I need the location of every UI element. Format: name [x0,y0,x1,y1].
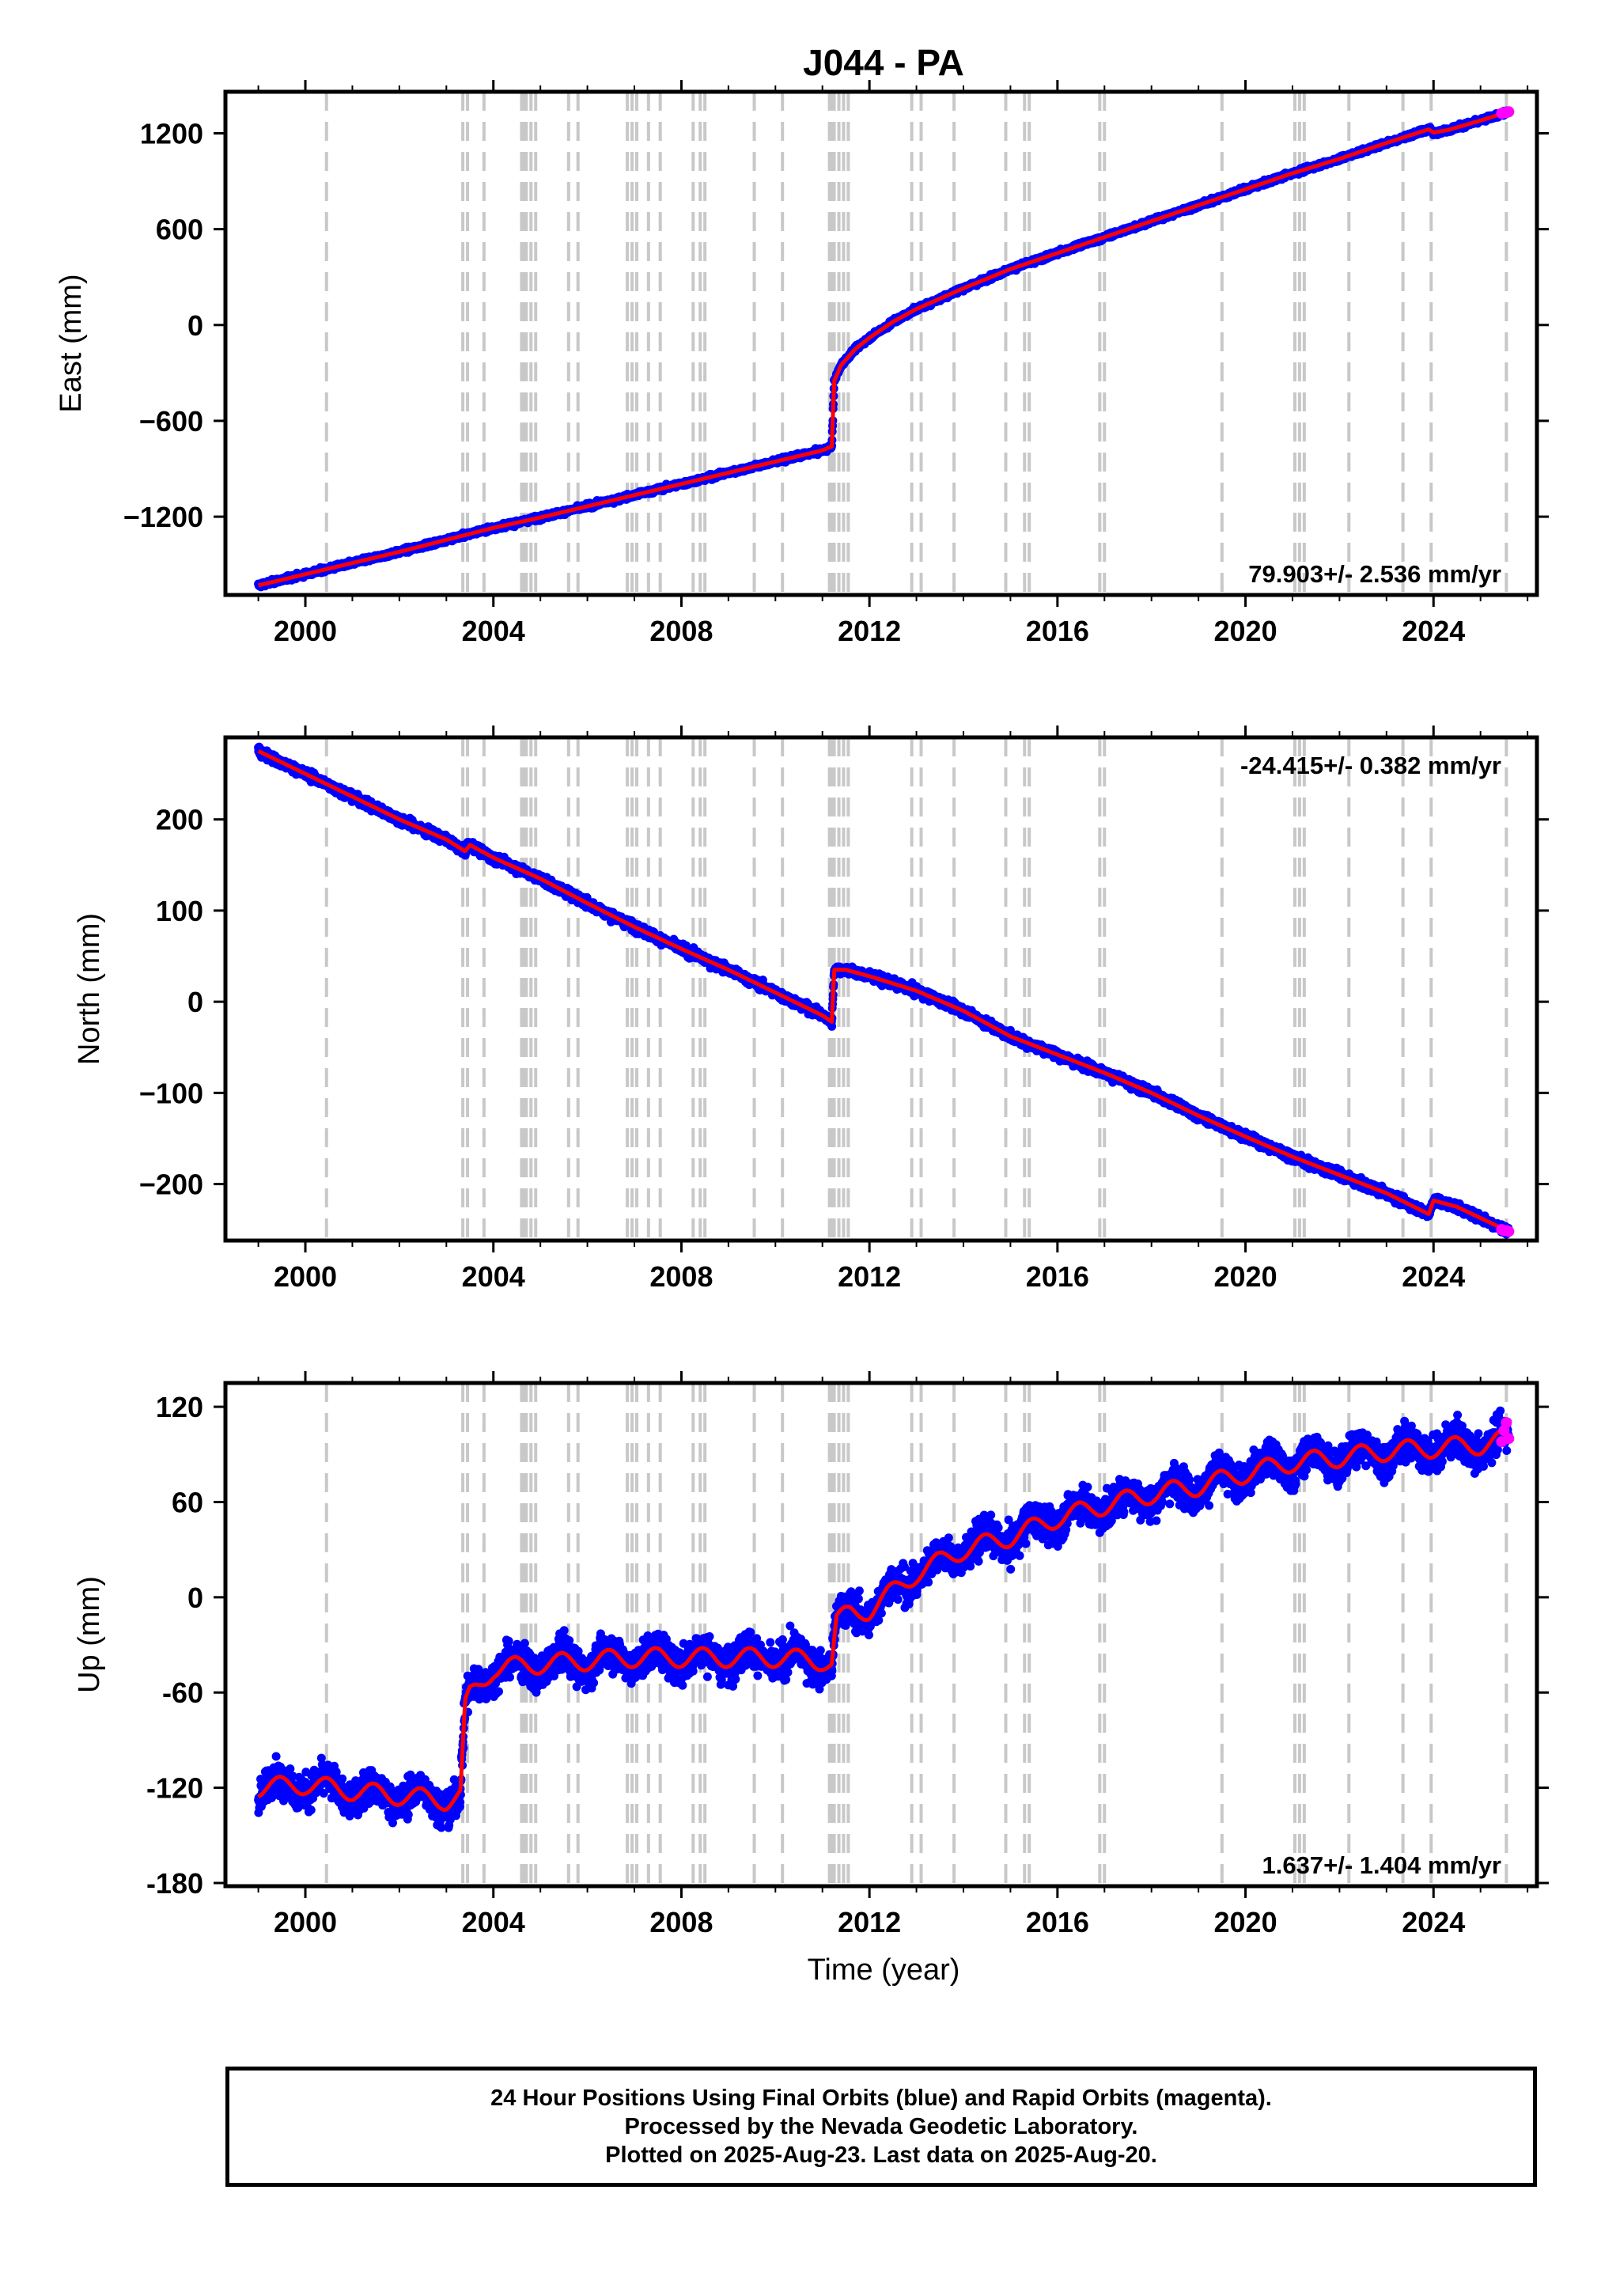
x-tick-label-2016: 2016 [1026,615,1089,647]
plot-frame [223,89,1539,597]
y-tick-label-5: -180 [146,1867,203,1900]
rapid-orbit-point-4 [1503,1433,1515,1445]
x-tick-label-2004: 2004 [462,1906,525,1938]
x-tick-label-2000: 2000 [274,1906,337,1938]
y-tick-label-4: -120 [146,1772,203,1805]
x-tick-label-2024: 2024 [1402,1260,1465,1293]
x-tick-label-2016: 2016 [1026,1260,1089,1293]
panel-up: 2000 2004 2008 2012 2016 2020 2024 120 60 0 -60 -12… [73,1371,1549,1938]
x-tick-label-2020: 2020 [1214,615,1277,647]
y-tick-label-3: −600 [139,405,203,438]
y-axis-label: Up (mm) [73,1576,106,1693]
plot-frame [223,735,1539,1243]
x-tick-label-2000: 2000 [274,615,337,647]
x-tick-label-2012: 2012 [838,1260,901,1293]
panel-east: 2000 2004 2008 2012 2016 2020 2024 1200 600 0 −600… [55,80,1549,647]
x-tick-label-2020: 2020 [1214,1260,1277,1293]
rapid-orbit-point-3 [1501,1417,1512,1429]
x-tick-label-2004: 2004 [462,615,525,647]
x-tick-label-2012: 2012 [838,615,901,647]
y-axis-label: North (mm) [73,913,106,1065]
x-tick-label-2016: 2016 [1026,1906,1089,1938]
x-tick-label-2008: 2008 [649,615,713,647]
rate-label: 79.903+/- 2.536 mm/yr [1248,560,1501,588]
final-orbits-points [254,742,1513,1239]
rapid-orbits-points [1496,106,1515,119]
y-tick-label-2: 0 [187,309,203,342]
x-tick-label-2024: 2024 [1402,615,1465,647]
rapid-orbit-point-4 [1503,106,1515,118]
y-tick-label-4: −1200 [123,501,203,533]
caption-line-3: Plotted on 2025-Aug-23. Last data on 202… [605,2143,1157,2168]
chart-title: J044 - PA [803,42,964,83]
rate-label: -24.415+/- 0.382 mm/yr [1240,752,1501,779]
y-tick-label-3: -60 [162,1677,203,1709]
x-tick-label-2024: 2024 [1402,1906,1465,1938]
panel-north: 2000 2004 2008 2012 2016 2020 2024 200 100 0 −100 −… [73,726,1549,1293]
y-tick-label-1: 60 [172,1486,203,1518]
x-tick-label-2004: 2004 [462,1260,525,1293]
x-tick-label-2008: 2008 [649,1260,713,1293]
y-tick-label-2: 0 [187,1582,203,1614]
x-tick-label-2008: 2008 [649,1906,713,1938]
y-tick-label-3: −100 [139,1077,203,1109]
caption-box: 24 Hour Positions Using Final Orbits (bl… [225,2067,1537,2187]
y-tick-label-2: 0 [187,986,203,1018]
y-tick-label-0: 1200 [140,117,203,150]
x-tick-label-2020: 2020 [1214,1906,1277,1938]
rate-label: 1.637+/- 1.404 mm/yr [1262,1851,1501,1879]
y-tick-label-4: −200 [139,1169,203,1201]
rapid-orbits-points [1496,1417,1515,1448]
caption-line-2: Processed by the Nevada Geodetic Laborat… [624,2114,1138,2139]
x-tick-label-2012: 2012 [838,1906,901,1938]
y-tick-label-0: 200 [156,804,203,836]
final-orbits-points [254,106,1513,592]
y-tick-label-1: 100 [156,895,203,927]
caption-line-1: 24 Hour Positions Using Final Orbits (bl… [490,2086,1272,2111]
rapid-orbits-points [1496,1224,1515,1237]
x-axis-label: Time (year) [808,1953,960,1987]
model-line [256,109,1510,588]
model-line [256,749,1510,1233]
y-axis-label: East (mm) [55,274,88,412]
final-orbits-points [254,1406,1513,1832]
plot-frame [223,1381,1539,1889]
y-tick-label-0: 120 [156,1391,203,1423]
rapid-orbit-point-4 [1503,1226,1515,1237]
y-tick-label-1: 600 [156,214,203,246]
model-line [256,1428,1510,1812]
x-tick-label-2000: 2000 [274,1260,337,1293]
